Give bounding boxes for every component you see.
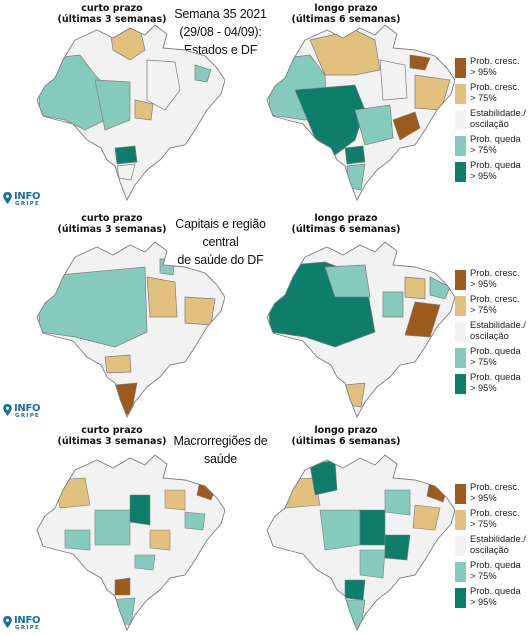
legend-label: Prob. queda > 75% (470, 134, 521, 155)
legend-item-prob-queda-95: Prob. queda > 95% (455, 586, 530, 612)
legend-estados: Prob. cresc. > 95% Prob. cresc. > 75% Estabi… (455, 56, 530, 186)
legend-label: Prob. cresc. > 75% (470, 82, 520, 103)
legend-swatch (455, 484, 466, 504)
short-term-title: curto prazo (últimas 3 semanas) (57, 213, 167, 235)
panel-title: Capitais e região central de saúde do DF (175, 217, 266, 267)
location-pin-icon (3, 404, 12, 416)
map-capitais-short (36, 241, 225, 419)
legend-swatch (455, 84, 466, 104)
legend-swatch (455, 588, 466, 608)
legend-item-estabilidade: Estabilidade./oscilação (455, 108, 530, 134)
legend-macro: Prob. cresc. > 95% Prob. cresc. > 75% Estabi… (455, 482, 530, 612)
legend-capitais: Prob. cresc. > 95% Prob. cresc. > 75% Estabi… (455, 268, 530, 398)
legend-item-prob-queda-75: Prob. queda > 75% (455, 560, 530, 586)
legend-item-prob-cresc-75: Prob. cresc. > 75% (455, 82, 530, 108)
map-estados-long (266, 24, 455, 202)
short-term-title: curto prazo (últimas 3 semanas) (57, 425, 167, 447)
map-estados-short (36, 24, 225, 202)
map-macro-short (36, 454, 225, 632)
legend-label: Estabilidade./oscilação (470, 320, 526, 341)
legend-swatch (455, 374, 466, 394)
legend-swatch (455, 322, 466, 342)
short-term-title: curto prazo (últimas 3 semanas) (57, 3, 167, 25)
legend-swatch (455, 562, 466, 582)
legend-item-prob-cresc-95: Prob. cresc. > 95% (455, 56, 530, 82)
legend-item-prob-cresc-75: Prob. cresc. > 75% (455, 508, 530, 534)
legend-swatch (455, 348, 466, 368)
legend-swatch (455, 270, 466, 290)
legend-label: Prob. cresc. > 75% (470, 508, 520, 529)
infogripe-logo: INFO GRIPE (3, 615, 43, 636)
infogripe-logo: INFO GRIPE (3, 403, 43, 424)
legend-swatch (455, 536, 466, 556)
legend-label: Prob. queda > 95% (470, 586, 521, 607)
legend-label: Prob. queda > 75% (470, 560, 521, 581)
panel-title: Macrorregiões de saúde (173, 434, 268, 466)
legend-label: Estabilidade./oscilação (470, 108, 526, 129)
legend-item-prob-queda-75: Prob. queda > 75% (455, 134, 530, 160)
panel-title: Semana 35 2021 (29/08 - 04/09): Estados … (174, 7, 267, 57)
map-macro-long (266, 454, 455, 632)
legend-label: Prob. cresc. > 75% (470, 294, 520, 315)
legend-swatch (455, 162, 466, 182)
legend-swatch (455, 110, 466, 130)
long-term-title: longo prazo (últimas 6 semanas) (291, 3, 401, 25)
legend-label: Estabilidade./oscilação (470, 534, 526, 555)
legend-label: Prob. queda > 95% (470, 372, 521, 393)
location-pin-icon (3, 616, 12, 628)
legend-item-prob-cresc-95: Prob. cresc. > 95% (455, 268, 530, 294)
long-term-title: longo prazo (últimas 6 semanas) (291, 213, 401, 235)
legend-swatch (455, 296, 466, 316)
legend-swatch (455, 510, 466, 530)
legend-item-prob-queda-75: Prob. queda > 75% (455, 346, 530, 372)
legend-item-estabilidade: Estabilidade./oscilação (455, 534, 530, 560)
legend-item-prob-queda-95: Prob. queda > 95% (455, 372, 530, 398)
legend-label: Prob. cresc. > 95% (470, 56, 520, 77)
legend-item-prob-cresc-75: Prob. cresc. > 75% (455, 294, 530, 320)
legend-label: Prob. cresc. > 95% (470, 482, 520, 503)
long-term-title: longo prazo (últimas 6 semanas) (291, 425, 401, 447)
legend-item-prob-queda-95: Prob. queda > 95% (455, 160, 530, 186)
infogripe-logo: INFO GRIPE (3, 191, 43, 212)
legend-label: Prob. queda > 75% (470, 346, 521, 367)
location-pin-icon (3, 192, 12, 204)
legend-swatch (455, 136, 466, 156)
legend-item-estabilidade: Estabilidade./oscilação (455, 320, 530, 346)
legend-item-prob-cresc-95: Prob. cresc. > 95% (455, 482, 530, 508)
legend-label: Prob. queda > 95% (470, 160, 521, 181)
legend-label: Prob. cresc. > 95% (470, 268, 520, 289)
legend-swatch (455, 58, 466, 78)
map-capitais-long (266, 241, 455, 419)
